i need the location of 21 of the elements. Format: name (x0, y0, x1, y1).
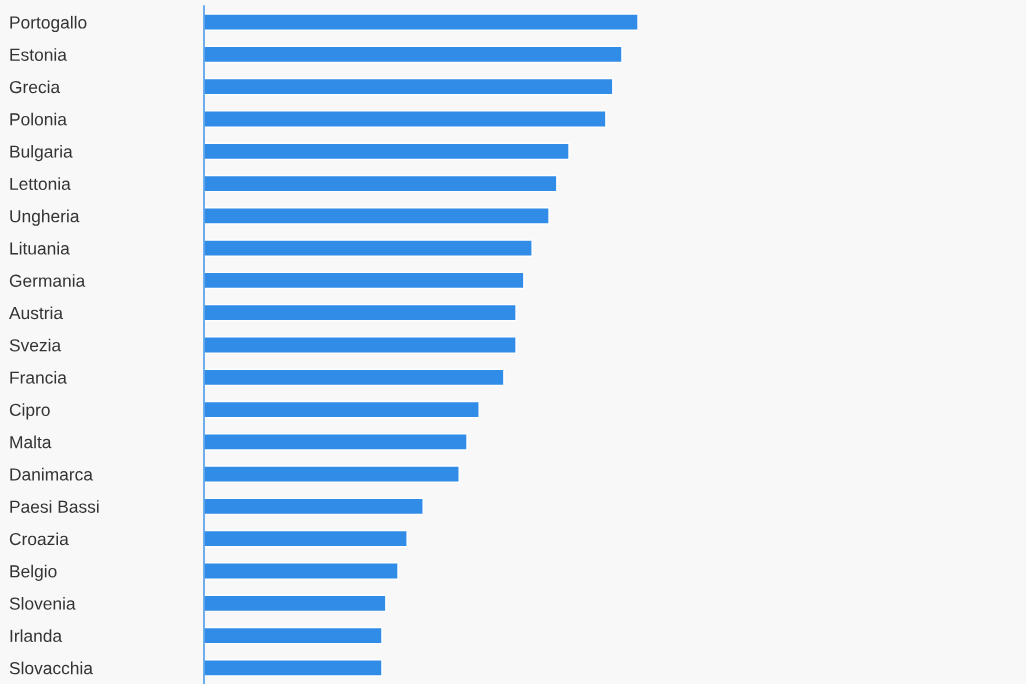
y-tick-label: Paesi Bassi (10, 500, 99, 513)
y-tick-label: Grecia (9, 80, 61, 94)
y-tick-label: Slovacchia (9, 661, 93, 675)
y-tick-label: Svezia (9, 338, 62, 352)
y-tick-label: Estonia (10, 48, 67, 61)
y-tick-label: Malta (10, 435, 52, 449)
y-tick-label: Croazia (9, 532, 69, 546)
y-tick-label: Germania (9, 274, 86, 287)
y-tick-label: Irlanda (10, 629, 63, 643)
y-tick-label: Cipro (9, 403, 50, 420)
y-tick-label: Austria (9, 306, 64, 320)
y-tick-label: Ungheria (10, 209, 80, 226)
y-tick-label: Bulgaria (10, 145, 73, 162)
y-tick-label: Polonia (10, 112, 67, 126)
y-tick-label: Slovenia (9, 596, 76, 610)
y-tick-label: Lituania (10, 241, 70, 255)
y-tick-label: Danimarca (10, 467, 93, 481)
y-tick-label: Francia (10, 371, 67, 384)
y-tick-label: Portogallo (10, 15, 87, 33)
y-tick-label: Belgio (10, 564, 57, 581)
y-tick-label: Lettonia (10, 177, 71, 191)
